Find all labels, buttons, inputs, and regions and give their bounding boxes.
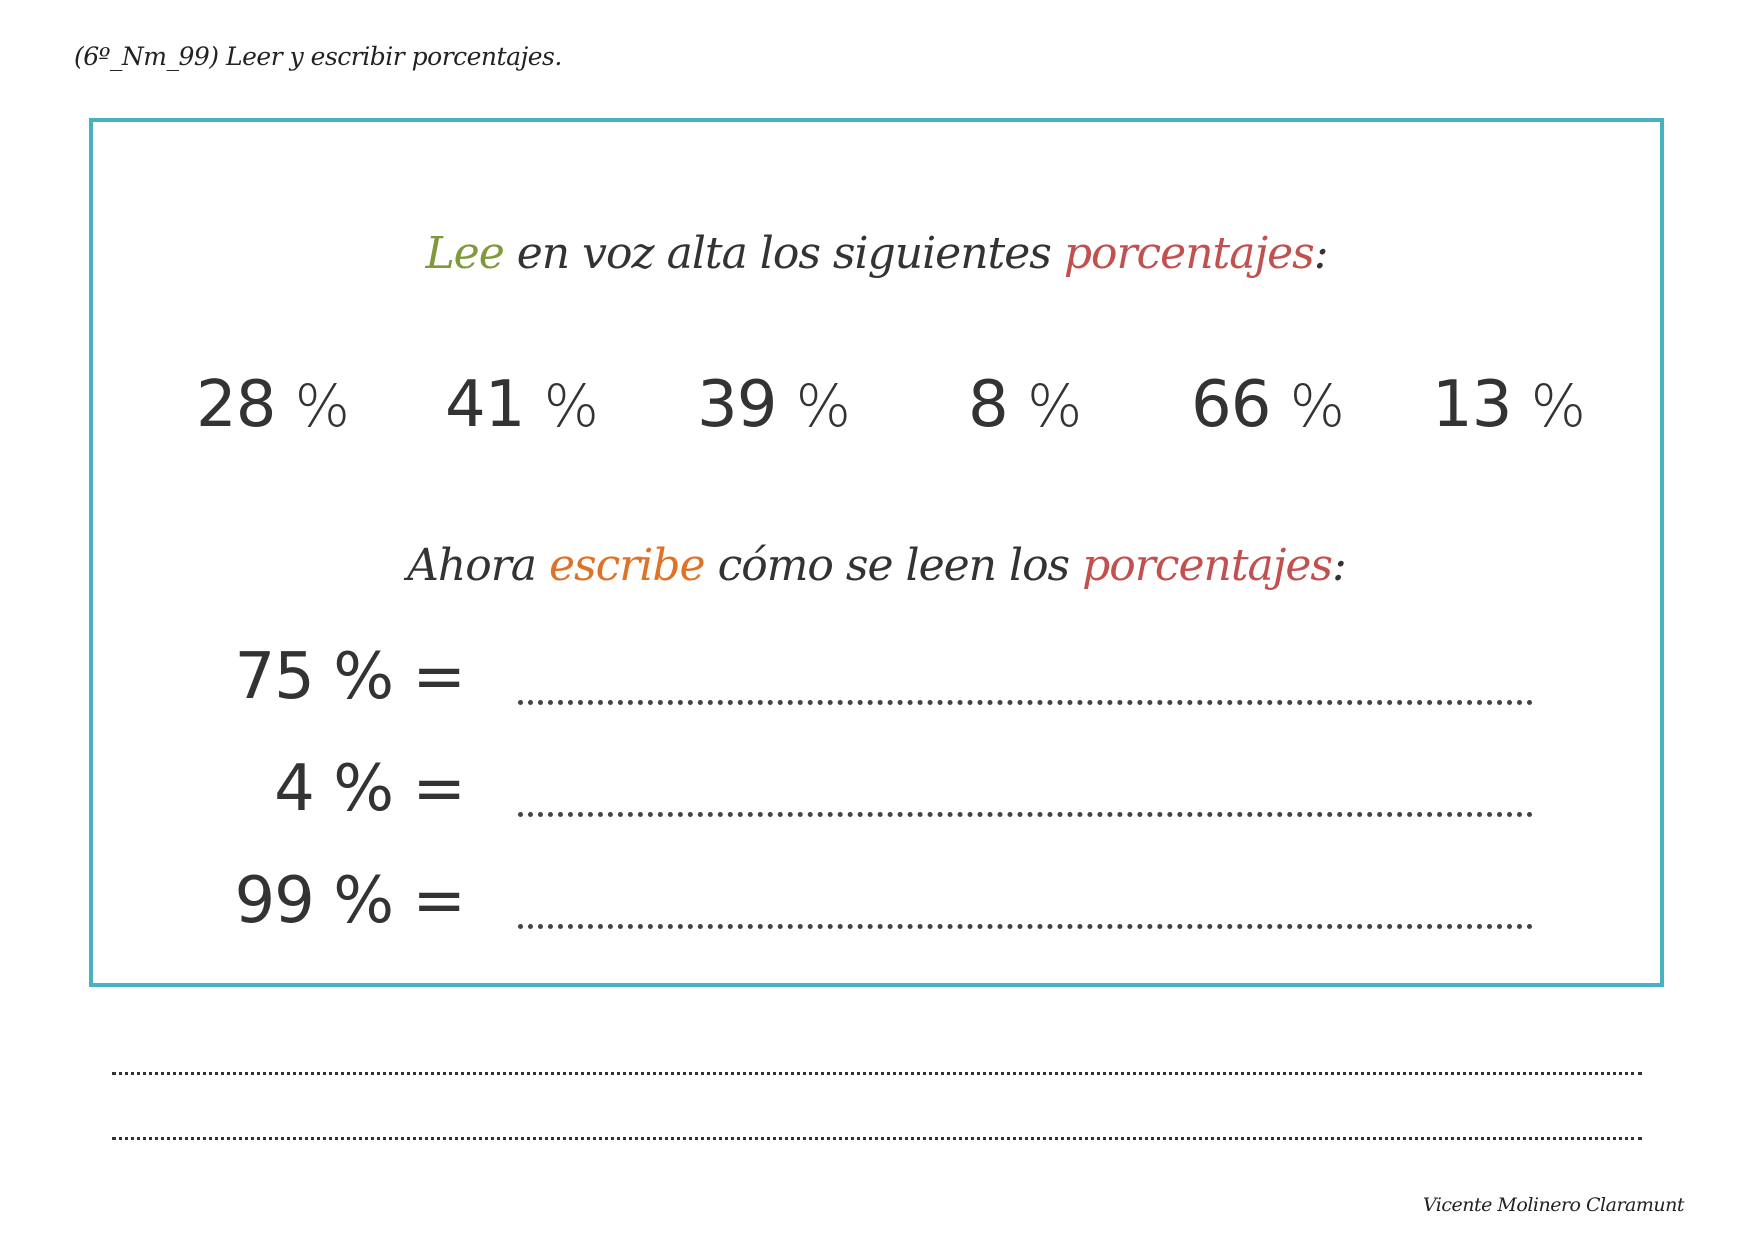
read-percentage-item: 66 % [1191,368,1345,442]
read-percentage-item: 39 % [697,368,851,442]
instruction-write: Ahora escribe cómo se leen los porcentaj… [93,540,1660,591]
read-percentages-row: 28 % 41 % 39 % 8 % 66 % 13 % [93,368,1660,448]
write-percentage-label: 75 % = [234,640,466,714]
instruction-read-end: : [1313,228,1329,279]
instruction-read-keyword: porcentajes [1063,228,1315,279]
read-percentage-item: 13 % [1432,368,1586,442]
instruction-read: Lee en voz alta los siguientes porcentaj… [93,228,1660,279]
percent-symbol: % [1027,372,1082,440]
page-title: (6º_Nm_99) Leer y escribir porcentajes. [74,42,562,71]
write-percentage-label: 4 % = [274,752,466,826]
read-percentage-item: 8 % [968,368,1082,442]
read-percentage-value: 66 [1191,368,1271,442]
instruction-read-verb: Lee [425,228,504,279]
instruction-write-start: Ahora [407,540,550,591]
write-answer-line[interactable] [518,812,1533,817]
instruction-read-middle: en voz alta los siguientes [503,228,1064,279]
write-row: 4 % = [93,752,1660,832]
instruction-write-verb: escribe [549,540,706,591]
percent-symbol: % [543,372,599,440]
percent-symbol: % [795,372,851,440]
extra-answer-line[interactable] [112,1072,1642,1075]
write-row: 75 % = [93,640,1660,720]
read-percentage-value: 39 [697,368,777,442]
percent-symbol: % [294,372,350,440]
instruction-write-end: : [1332,540,1347,591]
percent-symbol: % [1530,372,1586,440]
instruction-write-keyword: porcentajes [1082,540,1333,591]
read-percentage-value: 8 [968,368,1009,442]
write-answer-line[interactable] [518,700,1533,705]
exercise-box: Lee en voz alta los siguientes porcentaj… [89,118,1664,987]
percent-symbol: % [1289,372,1345,440]
read-percentage-value: 28 [196,368,276,442]
write-row: 99 % = [93,864,1660,944]
instruction-write-middle: cómo se leen los [704,540,1083,591]
write-answer-line[interactable] [518,924,1533,929]
read-percentage-item: 41 % [445,368,599,442]
write-percentage-label: 99 % = [234,864,466,938]
read-percentage-value: 41 [445,368,525,442]
author-credit: Vicente Molinero Claramunt [1422,1194,1685,1216]
read-percentage-value: 13 [1432,368,1512,442]
extra-answer-line[interactable] [112,1137,1642,1140]
read-percentage-item: 28 % [196,368,350,442]
